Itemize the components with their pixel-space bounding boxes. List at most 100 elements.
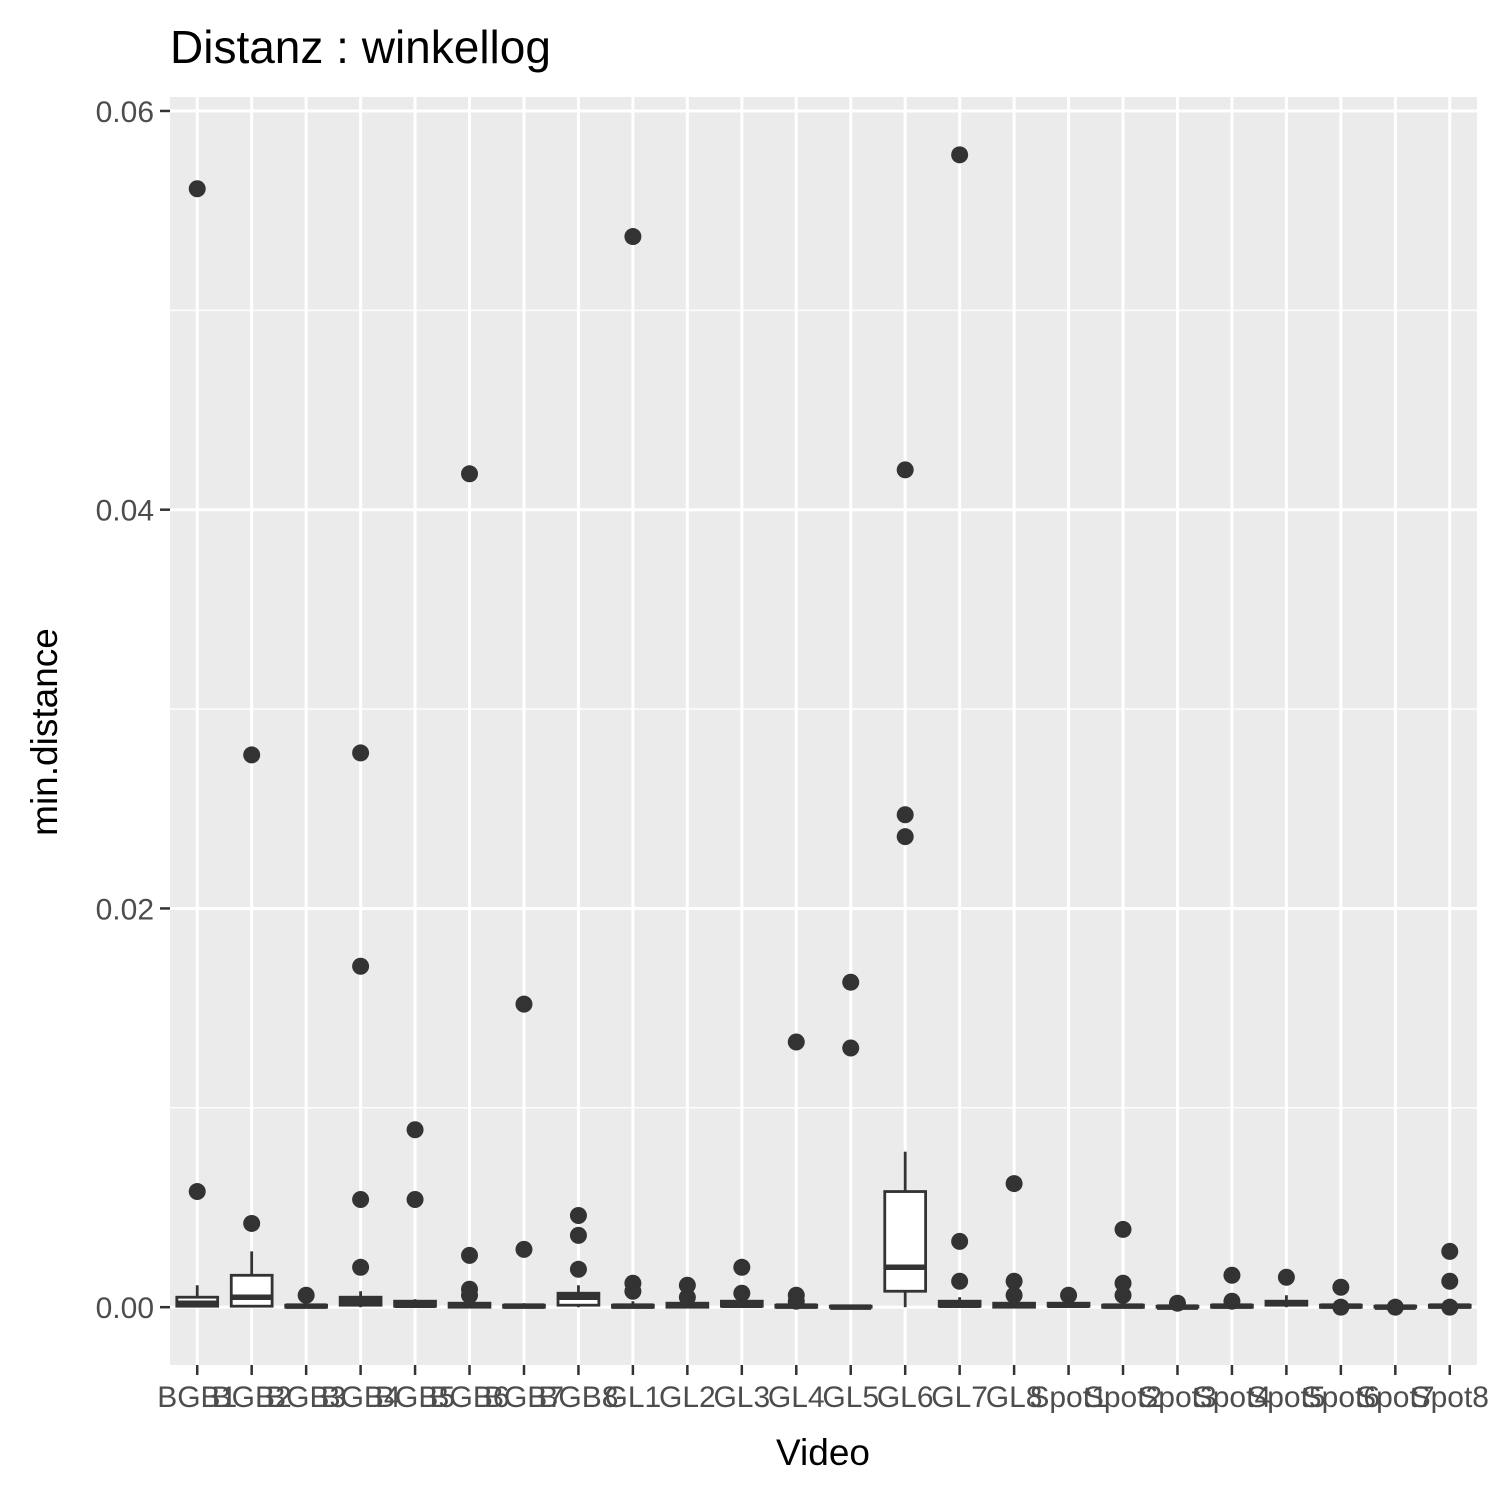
x-tick-label: GL5	[822, 1381, 879, 1414]
outlier-point	[842, 1039, 860, 1057]
outlier-point	[1332, 1278, 1350, 1296]
outlier-point	[733, 1284, 751, 1302]
boxplot-GL6	[883, 461, 928, 1308]
boxplot-Spot4	[1210, 1266, 1254, 1310]
x-tick-label: Spot1	[1029, 1381, 1107, 1414]
outlier-point	[352, 1191, 370, 1209]
boxplot-BGB8	[556, 1206, 601, 1308]
x-tick-label: BGB5	[375, 1381, 455, 1414]
x-tick-label: GL4	[768, 1381, 825, 1414]
boxplot-BGB3	[284, 1286, 328, 1309]
outlier-point	[461, 1286, 479, 1304]
outlier-point	[188, 1183, 206, 1201]
boxplot-GL4	[774, 1033, 819, 1310]
x-tick-label: Spot7	[1356, 1381, 1434, 1414]
outlier-point	[896, 806, 914, 824]
outlier-point	[1005, 1175, 1023, 1193]
boxplot-GL5	[828, 973, 873, 1310]
outlier-point	[1168, 1294, 1186, 1312]
outlier-point	[842, 973, 860, 991]
outlier-point	[896, 828, 914, 846]
outlier-point	[461, 465, 479, 483]
x-tick-label: Spot8	[1411, 1381, 1489, 1414]
outlier-point	[515, 1240, 533, 1258]
x-tick-label: Spot5	[1247, 1381, 1325, 1414]
x-tick-label: BGB1	[157, 1381, 237, 1414]
outlier-point	[1114, 1286, 1132, 1304]
boxplot-BGB1	[175, 180, 220, 1308]
outlier-point	[1005, 1286, 1023, 1304]
boxplot-BGB7	[502, 995, 546, 1309]
y-tick-label: 0.00	[96, 1292, 154, 1325]
x-tick-label: BGB2	[212, 1381, 292, 1414]
chart-title: Distanz : winkellog	[170, 21, 551, 73]
box	[883, 1190, 928, 1293]
outlier-point	[1441, 1242, 1459, 1260]
outlier-point	[733, 1258, 751, 1276]
boxplot-Spot6	[1319, 1278, 1363, 1316]
x-tick-label: BGB4	[321, 1381, 401, 1414]
outlier-point	[352, 957, 370, 975]
boxplot-Spot8	[1427, 1242, 1472, 1316]
x-tick-label: Spot4	[1193, 1381, 1271, 1414]
outlier-point	[624, 228, 642, 246]
outlier-point	[951, 1272, 969, 1290]
x-tick-label: GL2	[659, 1381, 716, 1414]
outlier-point	[624, 1282, 642, 1300]
plot-panel	[170, 97, 1477, 1365]
outlier-point	[406, 1121, 424, 1139]
outlier-point	[787, 1292, 805, 1310]
box	[229, 1273, 274, 1308]
outlier-point	[1441, 1272, 1459, 1290]
boxplot-BGB5	[393, 1121, 437, 1308]
outlier-point	[1060, 1286, 1078, 1304]
x-tick-label: BGB7	[484, 1381, 564, 1414]
outlier-point	[406, 1191, 424, 1209]
outlier-point	[951, 1232, 969, 1250]
outlier-point	[1114, 1274, 1132, 1292]
outlier-point	[1386, 1298, 1404, 1316]
x-tick-label: Spot3	[1138, 1381, 1216, 1414]
x-tick-label: GL3	[713, 1381, 770, 1414]
outlier-point	[569, 1206, 587, 1224]
outlier-point	[1441, 1298, 1459, 1316]
x-tick-label: GL1	[605, 1381, 662, 1414]
outlier-point	[1277, 1268, 1295, 1286]
y-axis: 0.00 0.02 0.04 0.06	[96, 96, 170, 1325]
grid-lines	[170, 97, 1477, 1365]
x-tick-label: BGB3	[266, 1381, 346, 1414]
outlier-point	[787, 1033, 805, 1051]
boxplot-Spot2	[1101, 1220, 1145, 1309]
outlier-point	[1223, 1266, 1241, 1284]
boxplot-GL1	[611, 228, 655, 1309]
x-tick-label: Spot6	[1302, 1381, 1380, 1414]
outlier-point	[352, 744, 370, 762]
outlier-point	[1005, 1272, 1023, 1290]
outlier-point	[896, 461, 914, 479]
outlier-point	[1114, 1220, 1132, 1238]
y-tick-label: 0.06	[96, 96, 154, 129]
boxplot-BGB6	[447, 465, 492, 1309]
x-axis: BGB1BGB2BGB3BGB4BGB5BGB6BGB7BGB8GL1GL2GL…	[157, 1365, 1489, 1414]
boxplot-GL2	[665, 1276, 710, 1309]
outlier-point	[1332, 1298, 1350, 1316]
x-tick-label: GL7	[931, 1381, 988, 1414]
outlier-point	[243, 1214, 261, 1232]
outlier-point	[1223, 1292, 1241, 1310]
y-tick-label: 0.02	[96, 893, 154, 926]
boxplot-GL7	[937, 146, 982, 1308]
x-axis-title: Video	[776, 1432, 870, 1473]
outlier-point	[678, 1276, 696, 1294]
boxplot-GL8	[992, 1175, 1036, 1309]
outlier-point	[461, 1246, 479, 1264]
outlier-point	[297, 1286, 315, 1304]
outlier-point	[188, 180, 206, 198]
boxplots	[175, 146, 1472, 1316]
x-tick-label: BGB6	[429, 1381, 509, 1414]
boxplot-Spot7	[1373, 1298, 1418, 1316]
boxplot-Spot3	[1155, 1294, 1200, 1312]
boxplot-Spot1	[1046, 1286, 1091, 1308]
boxplot-BGB4	[338, 744, 383, 1308]
